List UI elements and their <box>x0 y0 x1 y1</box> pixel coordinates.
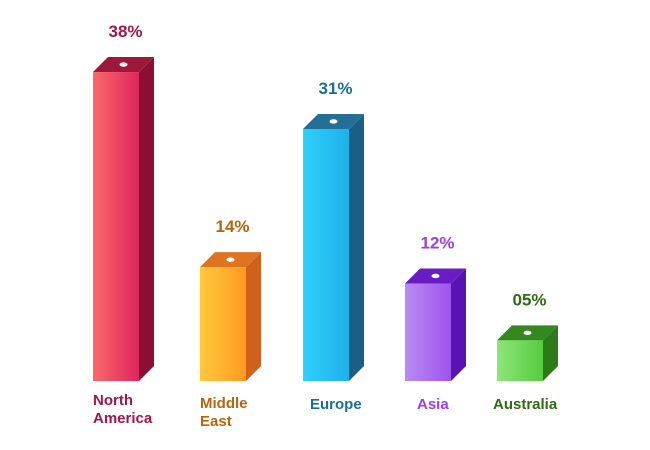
bar-front-face <box>497 340 543 381</box>
bar-value-label: 05% <box>512 290 546 309</box>
bar-value-label: 14% <box>215 217 249 236</box>
bar-front-face <box>405 283 451 381</box>
bar-top-dot <box>431 273 440 279</box>
bar-north-america: 38% <box>93 22 154 382</box>
bar-front-face <box>93 72 139 381</box>
category-label: Europe <box>310 396 362 413</box>
bar-value-label: 12% <box>420 233 454 252</box>
bar-top-dot <box>523 330 532 336</box>
bar-side-face <box>246 252 261 381</box>
category-label: Middle East <box>200 395 248 430</box>
bar-value-label: 31% <box>318 79 352 98</box>
bar-side-face <box>543 325 558 381</box>
category-label: North America <box>93 392 153 427</box>
category-label: Asia <box>417 396 449 413</box>
bar-middle-east: 14% <box>200 217 261 381</box>
bar-australia: 05% <box>497 290 558 381</box>
bar-side-face <box>139 57 154 382</box>
bar-europe: 31% <box>303 79 364 381</box>
bar-top-dot <box>226 257 235 262</box>
bar-side-face <box>349 113 364 381</box>
bar-asia: 12% <box>405 233 466 381</box>
category-label: Australia <box>493 396 558 413</box>
bar-front-face <box>200 267 246 381</box>
bar-value-label: 38% <box>108 22 142 41</box>
bar-top-dot <box>329 119 338 124</box>
bar-front-face <box>303 128 349 381</box>
bar-top-dot <box>119 62 128 67</box>
bar-side-face <box>451 268 466 381</box>
